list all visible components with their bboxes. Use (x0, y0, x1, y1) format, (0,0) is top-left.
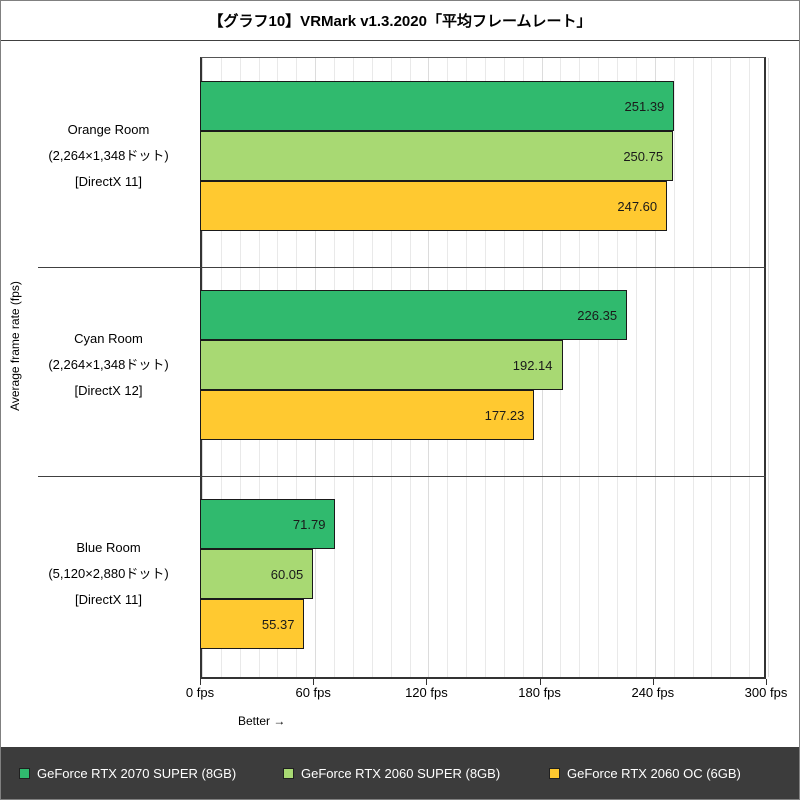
page-title: 【グラフ10】VRMark v1.3.2020「平均フレームレート」 (208, 13, 592, 30)
legend-label: GeForce RTX 2060 SUPER (8GB) (301, 765, 501, 781)
category-api: [DirectX 11] (75, 592, 142, 607)
category-api: [DirectX 12] (74, 383, 143, 398)
bar-value-label: 60.05 (270, 566, 304, 582)
x-tick-label: 0 fps (185, 685, 215, 700)
legend-item[interactable]: GeForce RTX 2060 SUPER (8GB) (283, 766, 500, 781)
category-resolution: (2,264×1,348ドット) (48, 357, 169, 372)
x-tick-mark (539, 679, 541, 685)
x-tick-label: 240 fps (631, 685, 675, 700)
category-label: Orange Room (2,264×1,348ドット) [DirectX 11] (21, 117, 196, 195)
bar-value-label: 250.75 (623, 148, 664, 164)
bar: 226.35 (200, 290, 628, 340)
bar-value-label: 55.37 (261, 616, 295, 632)
gridline-minor (673, 58, 675, 677)
gridline-minor (730, 58, 732, 677)
x-tick-mark (766, 679, 767, 685)
chart-title-bar: 【グラフ10】VRMark v1.3.2020「平均フレームレート」 (1, 1, 799, 41)
bar: 192.14 (200, 340, 563, 390)
legend-color-swatch (549, 767, 560, 779)
bar-value-label: 251.39 (624, 98, 665, 114)
category-separator (38, 267, 766, 268)
category-label: Blue Room (5,120×2,880ドット) [DirectX 11] (21, 535, 196, 613)
bar-value-label: 247.60 (617, 198, 658, 214)
category-api: [DirectX 11] (75, 174, 142, 189)
bar: 55.37 (200, 599, 305, 649)
category-name: Orange Room (67, 122, 150, 137)
better-direction-note: Better → (238, 714, 286, 728)
x-tick-mark (313, 679, 315, 685)
x-tick-mark (426, 679, 428, 685)
gridline-minor (692, 58, 694, 677)
category-name: Blue Room (76, 540, 141, 555)
y-axis-title: Average frame rate (fps) (8, 281, 22, 411)
category-resolution: (5,120×2,880ドット) (48, 566, 169, 581)
x-tick-label: 60 fps (295, 685, 331, 700)
bar: 177.23 (200, 390, 535, 440)
bar-value-label: 71.79 (292, 516, 326, 532)
gridline-major (768, 58, 769, 677)
bar-value-label: 177.23 (484, 407, 525, 423)
category-name: Cyan Room (74, 331, 143, 346)
x-tick-mark (652, 679, 654, 685)
category-separator (38, 476, 766, 477)
legend-color-swatch (19, 767, 30, 779)
x-tick-label: 300 fps (744, 685, 788, 700)
x-tick-label: 120 fps (405, 685, 448, 700)
x-tick-mark (200, 679, 201, 685)
legend-label: GeForce RTX 2060 OC (6GB) (567, 765, 741, 781)
legend-color-swatch (283, 767, 294, 779)
legend-label: GeForce RTX 2070 SUPER (8GB) (37, 765, 237, 781)
x-tick-label: 180 fps (518, 685, 561, 700)
gridline-minor (579, 58, 581, 677)
bar: 60.05 (200, 549, 314, 599)
gridline-minor (598, 58, 600, 677)
category-label: Cyan Room (2,264×1,348ドット) [DirectX 12] (21, 326, 196, 404)
gridline-major (654, 58, 656, 677)
category-resolution: (2,264×1,348ドット) (48, 148, 169, 163)
bar-value-label: 192.14 (512, 357, 553, 373)
bar: 251.39 (200, 81, 675, 131)
gridline-minor (749, 58, 751, 677)
legend-item[interactable]: GeForce RTX 2060 OC (6GB) (549, 766, 741, 781)
gridline-minor (711, 58, 713, 677)
bar-value-label: 226.35 (577, 307, 618, 323)
bar: 250.75 (200, 131, 674, 181)
gridline-minor (635, 58, 637, 677)
bar: 247.60 (200, 181, 668, 231)
gridline-minor (617, 58, 619, 677)
legend-item[interactable]: GeForce RTX 2070 SUPER (8GB) (19, 766, 236, 781)
legend: GeForce RTX 2070 SUPER (8GB) GeForce RTX … (1, 747, 799, 799)
bar: 71.79 (200, 499, 336, 549)
